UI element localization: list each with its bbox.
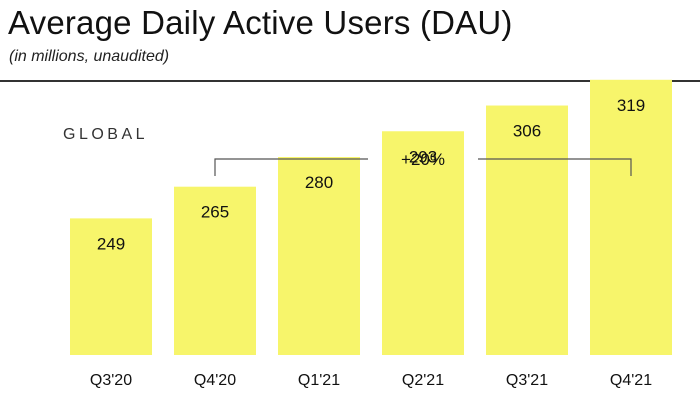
growth-bracket-left: [214, 158, 368, 176]
bar: [278, 157, 360, 355]
growth-bracket-right: [478, 158, 632, 176]
data-label: 249: [97, 234, 125, 253]
data-label: 306: [513, 122, 541, 141]
bar: [174, 186, 256, 355]
bar: [590, 79, 672, 355]
bar: [382, 131, 464, 355]
bar: [486, 105, 568, 356]
chart-subtitle: (in millions, unaudited): [9, 48, 170, 65]
data-label: 280: [305, 173, 333, 192]
growth-annotation: +20%: [401, 150, 445, 169]
bar: [70, 218, 152, 355]
region-label: GLOBAL: [63, 126, 149, 143]
data-label: 319: [617, 96, 645, 115]
header-divider: [0, 80, 700, 82]
x-tick-label: Q4'21: [610, 372, 652, 389]
data-label: 293: [409, 147, 437, 166]
data-label: 265: [201, 203, 229, 222]
x-tick-label: Q2'21: [402, 372, 444, 389]
x-tick-label: Q4'20: [194, 372, 236, 389]
x-tick-label: Q3'21: [506, 372, 548, 389]
chart-title: Average Daily Active Users (DAU): [8, 4, 513, 41]
x-tick-label: Q1'21: [298, 372, 340, 389]
x-tick-label: Q3'20: [90, 372, 132, 389]
